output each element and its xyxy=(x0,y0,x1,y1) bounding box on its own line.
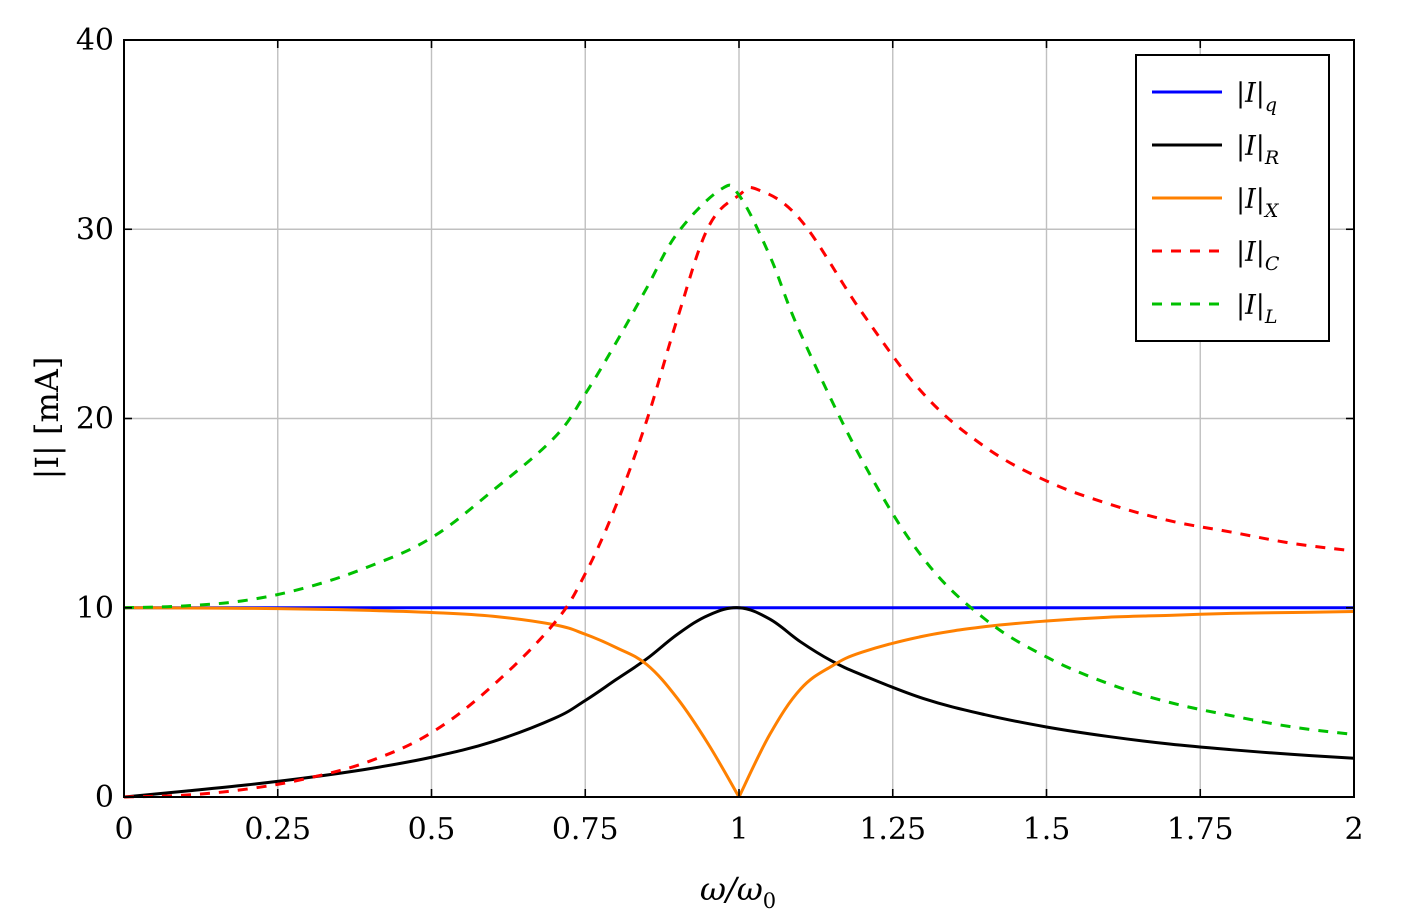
y-tick-label: 40 xyxy=(76,23,114,58)
x-tick-label: 0 xyxy=(114,812,133,847)
legend-label-x: |I|X xyxy=(1236,184,1280,222)
legend-label-l: |I|L xyxy=(1236,290,1277,328)
legend-label-sub: q xyxy=(1265,94,1277,116)
axis-labels: ω/ω0 |I| [mA] xyxy=(28,357,776,913)
x-tick-label: 1.25 xyxy=(859,812,926,847)
x-tick-label: 0.25 xyxy=(244,812,311,847)
legend: |I|q |I|R |I|X |I|C |I|L xyxy=(1135,54,1330,342)
y-tick-label: 20 xyxy=(76,402,114,437)
legend-label-sub: X xyxy=(1263,200,1280,222)
series-line-l xyxy=(123,183,1355,737)
x-axis-label: ω/ω0 xyxy=(700,870,776,913)
legend-label-c: |I|C xyxy=(1236,237,1280,275)
legend-label-r: |I|R xyxy=(1236,131,1279,169)
x-tick-label: 0.75 xyxy=(552,812,619,847)
y-tick-label: 10 xyxy=(76,591,114,626)
y-tick-label: 0 xyxy=(95,780,114,815)
legend-label-q: |I|q xyxy=(1236,78,1277,116)
series-line-c xyxy=(123,186,1355,799)
x-tick-label: 1.5 xyxy=(1023,812,1071,847)
legend-label-sub: C xyxy=(1265,253,1280,275)
y-tick-label: 30 xyxy=(76,212,114,247)
series-line-x xyxy=(123,606,1355,798)
x-axis-label-sub: 0 xyxy=(763,889,776,913)
x-tick-label: 2 xyxy=(1344,812,1363,847)
legend-label-sub: L xyxy=(1264,306,1278,328)
series-line-r xyxy=(123,606,1355,799)
y-axis-label: |I| [mA] xyxy=(28,357,66,480)
x-tick-label: 1 xyxy=(729,812,748,847)
series-layer xyxy=(123,183,1355,799)
x-tick-label: 0.5 xyxy=(408,812,456,847)
legend-label-sub: R xyxy=(1264,147,1279,169)
x-tick-label: 1.75 xyxy=(1167,812,1234,847)
